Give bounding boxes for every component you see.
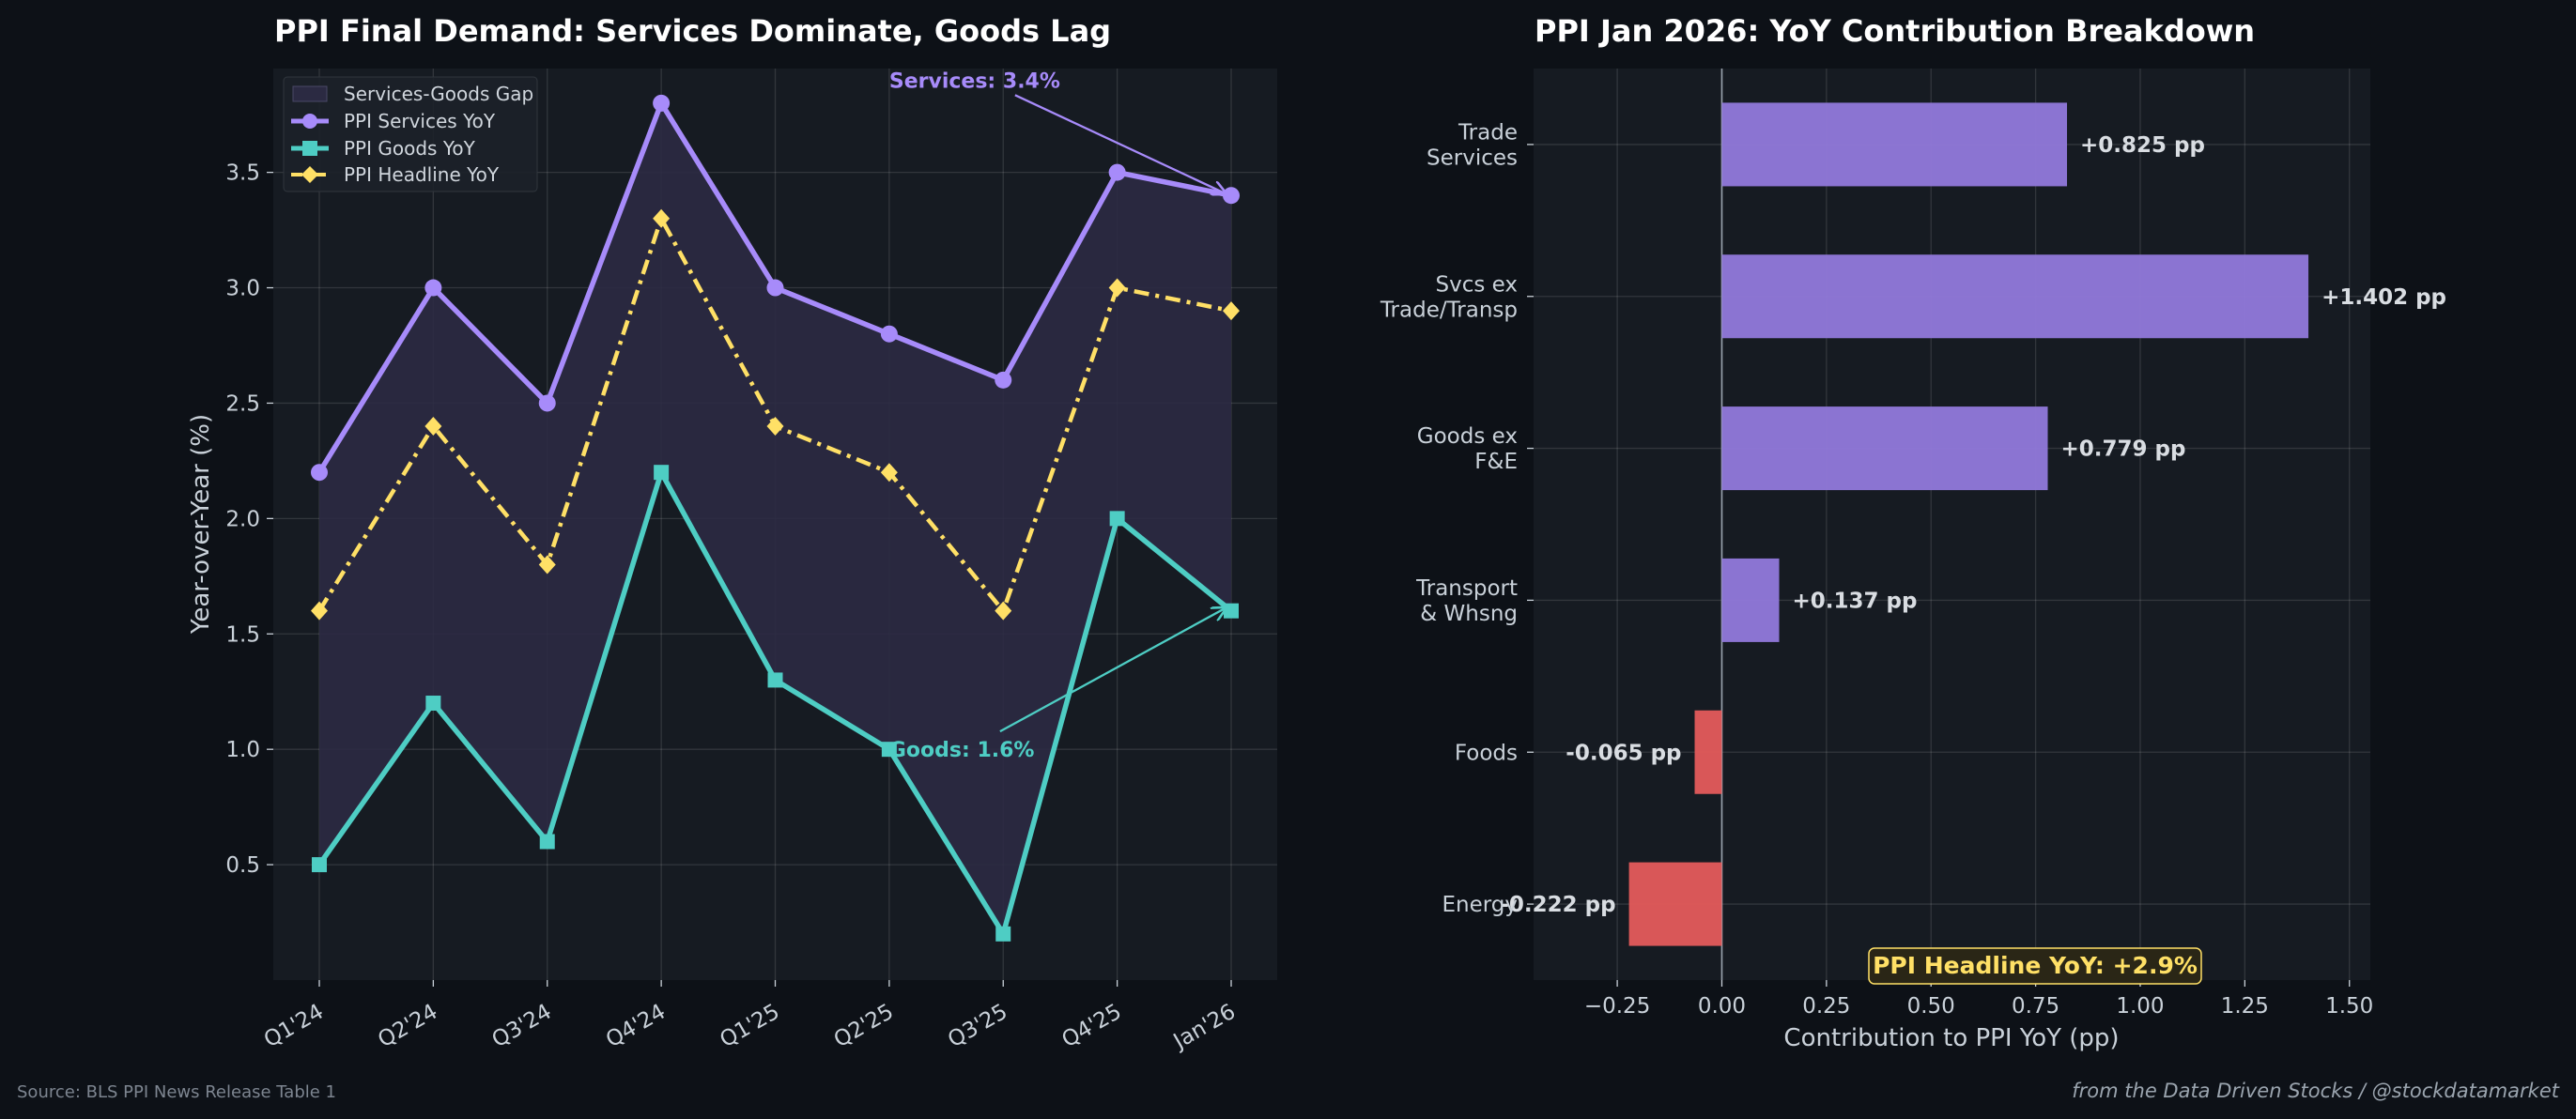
ppi-headline-yoy-point <box>424 417 442 437</box>
bar-value-label: -0.065 pp <box>1566 741 1681 765</box>
y-tick-label: 2.0 <box>225 507 260 531</box>
x-tick-label: Q1'25 <box>716 1000 783 1053</box>
category-label: Energy <box>1442 893 1518 917</box>
left-annotations: Services: 3.4% Goods: 1.6% <box>889 69 1226 762</box>
x-tick-label: 0.50 <box>1907 994 1955 1019</box>
bar-foods <box>1694 710 1722 794</box>
ppi-services-yoy-point <box>653 94 671 112</box>
right-tick-labels: −0.25 0.00 0.25 0.50 0.75 1.00 1.25 1.50 Trade Se… <box>1380 120 2373 1019</box>
ppi-services-yoy-point <box>880 325 898 343</box>
credit-note: from the Data Driven Stocks / @stockdata… <box>2072 1080 2559 1102</box>
legend-services-label: PPI Services YoY <box>344 110 496 132</box>
ppi-headline-yoy-point <box>538 555 556 575</box>
headline-box-frame <box>1868 947 2202 985</box>
bar-value-label: -0.222 pp <box>1500 893 1615 917</box>
goods-annotation: Goods: 1.6% <box>889 739 1035 762</box>
y-tick-label: 1.5 <box>225 622 260 647</box>
legend-gap-swatch <box>292 85 328 102</box>
ppi-headline-yoy-point <box>766 417 784 437</box>
ppi-services-yoy-point <box>766 279 784 297</box>
headline-box: PPI Headline YoY: +2.9% <box>1868 947 2202 985</box>
y-tick-label: 3.0 <box>225 277 260 301</box>
ppi-headline-yoy-point <box>653 208 671 228</box>
x-tick-label: −0.25 <box>1584 994 1650 1019</box>
y-tick-label: 3.5 <box>225 161 260 186</box>
x-tick-label: Q3'24 <box>488 1000 556 1053</box>
bar-svcs-ex-trade-transp <box>1721 254 2309 339</box>
services-3-4-arrow <box>1014 94 1226 193</box>
left-chart-title: PPI Final Demand: Services Dominate, Goo… <box>274 13 1111 49</box>
services-goods-gap-area <box>319 102 1231 934</box>
bar-value-label: +0.779 pp <box>2061 437 2186 462</box>
ppi-services-yoy-point <box>424 279 442 297</box>
ppi-goods-yoy-point <box>312 857 327 873</box>
left-y-axis-label: Year-over-Year (%) <box>187 414 215 635</box>
legend-gap-label: Services-Goods Gap <box>344 83 533 105</box>
bar-trade-services <box>1721 102 2068 187</box>
x-tick-label: Jan'26 <box>1168 1000 1240 1055</box>
bar-goods-ex-f-e <box>1721 406 2048 491</box>
ppi-services-yoy-point <box>1223 187 1240 205</box>
x-tick-label: Q1'24 <box>260 1000 328 1053</box>
legend-services-marker <box>302 114 317 129</box>
category-label: Foods <box>1455 741 1518 765</box>
ppi-services-yoy-point <box>311 464 328 482</box>
left-series <box>311 94 1240 942</box>
services-annotation: Services: 3.4% <box>889 69 1060 93</box>
bar-value-label: +0.825 pp <box>2080 133 2205 158</box>
x-tick-label: Q4'24 <box>602 1000 670 1053</box>
ppi-headline-yoy-point <box>1108 278 1126 298</box>
x-tick-label: 1.00 <box>2116 994 2164 1019</box>
right-x-axis-label: Contribution to PPI YoY (pp) <box>1783 1024 2119 1052</box>
right-chart-title: PPI Jan 2026: YoY Contribution Breakdown <box>1535 13 2255 49</box>
x-tick-label: 1.25 <box>2221 994 2269 1019</box>
y-tick-label: 1.0 <box>225 738 260 762</box>
x-tick-label: Q2'24 <box>374 1000 441 1053</box>
legend-headline-marker <box>301 166 318 183</box>
right-bars: +0.825 pp +1.402 pp +0.779 pp +0.137 pp -0.0… <box>1500 102 2446 946</box>
x-tick-label: 0.25 <box>1802 994 1850 1019</box>
source-note: Source: BLS PPI News Release Table 1 <box>17 1082 336 1102</box>
legend: Services-Goods Gap PPI Services YoY PPI … <box>283 76 538 192</box>
ppi-headline-yoy-point <box>995 601 1012 621</box>
ppi-goods-yoy-point <box>767 672 783 688</box>
ppi-services-yoy-point <box>538 394 556 412</box>
x-tick-label: Q2'25 <box>830 1000 898 1053</box>
x-tick-label: Q3'25 <box>944 1000 1011 1053</box>
right-plot-area <box>1534 69 2370 980</box>
headline-box-text: PPI Headline YoY: +2.9% <box>1873 952 2198 979</box>
y-tick-label: 2.5 <box>225 391 260 416</box>
category-label: Trade Services <box>1427 120 1518 170</box>
bar-transport-whsng <box>1721 558 1780 642</box>
legend-goods-label: PPI Goods YoY <box>344 137 476 160</box>
ppi-goods-yoy-point <box>539 834 555 850</box>
ppi-headline-yoy-point <box>880 463 898 483</box>
legend-goods-marker <box>302 141 317 156</box>
ppi-services-yoy-point <box>995 371 1012 389</box>
category-label: Goods ex F&E <box>1417 424 1518 474</box>
bar-value-label: +1.402 pp <box>2321 285 2446 310</box>
ppi-goods-yoy-point <box>1224 603 1239 619</box>
ppi-goods-yoy-point <box>995 926 1011 942</box>
x-tick-label: 1.50 <box>2325 994 2373 1019</box>
x-tick-label: 0.00 <box>1698 994 1746 1019</box>
legend-headline-label: PPI Headline YoY <box>344 163 500 186</box>
category-label: Svcs ex Trade/Transp <box>1380 272 1518 322</box>
bar-energy <box>1628 862 1722 946</box>
ppi-goods-yoy-point <box>881 742 897 758</box>
ppi-goods-yoy-point <box>425 696 441 712</box>
ppi-services-yoy-point <box>1108 163 1126 181</box>
ppi-headline-yoy-point <box>311 601 328 621</box>
ppi-goods-yoy-point <box>654 465 670 481</box>
x-tick-label: Q4'25 <box>1057 1000 1125 1053</box>
ppi-goods-yoy-point <box>1109 511 1125 527</box>
x-tick-label: 0.75 <box>2012 994 2059 1019</box>
ppi-headline-yoy-point <box>1223 301 1240 321</box>
goods-1-6-arrow <box>999 608 1226 733</box>
category-label: Transport & Whsng <box>1415 576 1518 626</box>
bar-value-label: +0.137 pp <box>1793 589 1918 613</box>
y-tick-label: 0.5 <box>225 853 260 878</box>
